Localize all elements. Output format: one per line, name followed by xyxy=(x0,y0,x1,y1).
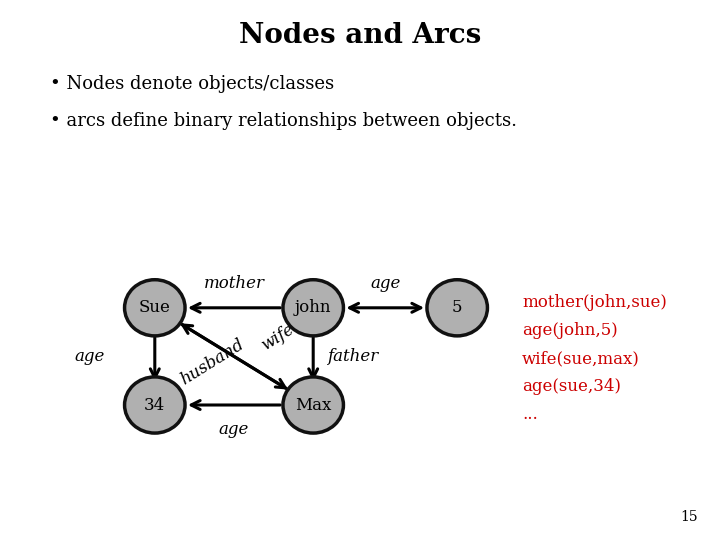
Text: john: john xyxy=(295,299,331,316)
Text: age: age xyxy=(75,348,105,365)
Text: age: age xyxy=(370,275,400,292)
Text: father: father xyxy=(327,348,379,365)
Text: • Nodes denote objects/classes: • Nodes denote objects/classes xyxy=(50,75,335,93)
Text: husband: husband xyxy=(177,335,248,388)
Ellipse shape xyxy=(125,377,185,433)
Text: 34: 34 xyxy=(144,396,166,414)
Text: wife(sue,max): wife(sue,max) xyxy=(522,350,640,367)
Text: • arcs define binary relationships between objects.: • arcs define binary relationships betwe… xyxy=(50,112,518,131)
Text: Nodes and Arcs: Nodes and Arcs xyxy=(239,22,481,49)
Text: Sue: Sue xyxy=(139,299,171,316)
Text: ...: ... xyxy=(522,406,538,423)
Text: 5: 5 xyxy=(452,299,462,316)
Text: 15: 15 xyxy=(681,510,698,524)
Text: age(john,5): age(john,5) xyxy=(522,322,618,339)
Ellipse shape xyxy=(283,280,343,336)
Ellipse shape xyxy=(427,280,487,336)
Text: Max: Max xyxy=(295,396,331,414)
Text: mother: mother xyxy=(204,275,264,292)
Text: mother(john,sue): mother(john,sue) xyxy=(522,294,667,311)
Ellipse shape xyxy=(125,280,185,336)
Text: wife: wife xyxy=(258,321,297,354)
Ellipse shape xyxy=(283,377,343,433)
Text: age(sue,34): age(sue,34) xyxy=(522,378,621,395)
Text: age: age xyxy=(219,421,249,438)
